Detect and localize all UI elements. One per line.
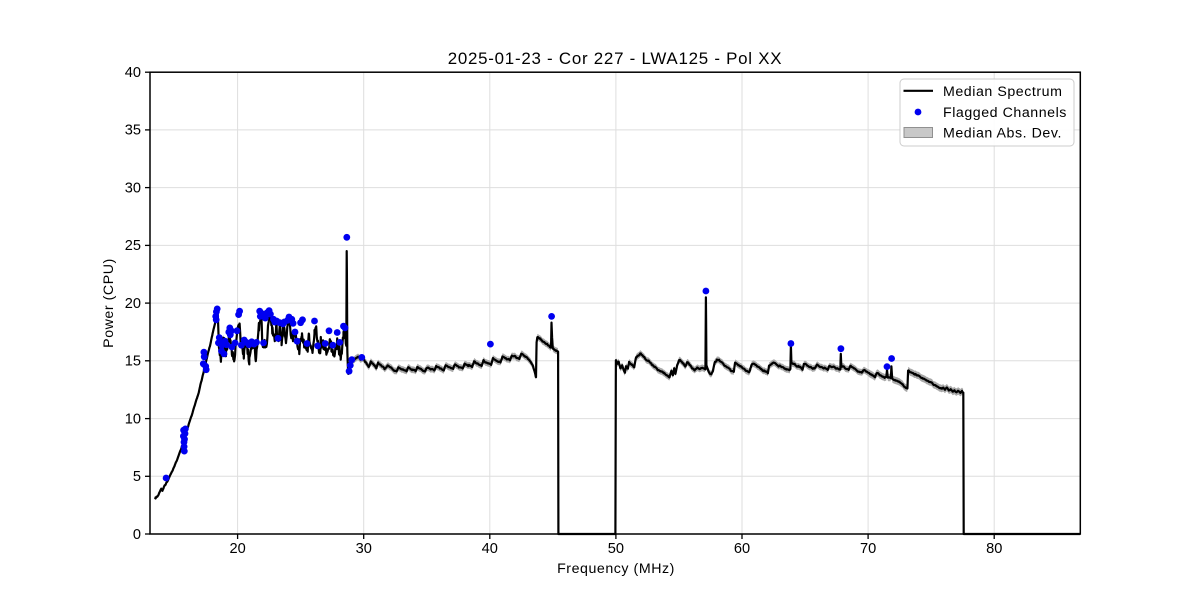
svg-text:Frequency (MHz): Frequency (MHz): [557, 561, 675, 577]
svg-text:Median Spectrum: Median Spectrum: [943, 84, 1062, 100]
svg-text:0: 0: [133, 527, 141, 543]
svg-text:20: 20: [229, 541, 245, 557]
svg-text:30: 30: [356, 541, 372, 557]
svg-text:50: 50: [608, 541, 624, 557]
svg-text:5: 5: [133, 469, 141, 485]
svg-text:40: 40: [482, 541, 498, 557]
svg-text:Flagged Channels: Flagged Channels: [943, 105, 1067, 121]
svg-text:60: 60: [734, 541, 750, 557]
svg-text:30: 30: [125, 180, 141, 196]
svg-text:35: 35: [125, 123, 141, 139]
svg-text:20: 20: [125, 296, 141, 312]
svg-text:10: 10: [125, 411, 141, 427]
svg-text:70: 70: [860, 541, 876, 557]
svg-text:25: 25: [125, 238, 141, 254]
svg-text:2025-01-23 - Cor 227 - LWA125: 2025-01-23 - Cor 227 - LWA125 - Pol XX: [448, 49, 783, 68]
svg-text:Power (CPU): Power (CPU): [101, 258, 117, 348]
svg-text:15: 15: [125, 354, 141, 370]
svg-text:Median Abs. Dev.: Median Abs. Dev.: [943, 126, 1062, 142]
svg-text:40: 40: [125, 65, 141, 81]
svg-text:80: 80: [986, 541, 1002, 557]
